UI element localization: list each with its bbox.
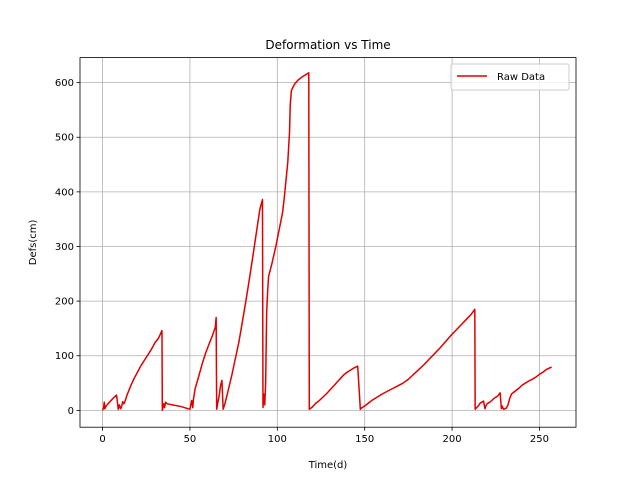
x-tick-label: 200 [443, 434, 462, 445]
x-tick-label: 250 [530, 434, 549, 445]
axes-frame [79, 57, 577, 428]
x-tick-label: 100 [268, 434, 287, 445]
y-axis-label: Defs(cm) [28, 219, 39, 265]
y-tick-label: 200 [55, 297, 74, 308]
legend-label: Raw Data [497, 72, 545, 83]
y-tick-label: 0 [68, 406, 74, 417]
x-axis-ticks: 0 50 100 150 200 250 [99, 427, 549, 445]
chart-title: Deformation vs Time [265, 38, 390, 52]
x-tick-label: 50 [184, 434, 197, 445]
legend-box [450, 63, 570, 91]
legend: Raw Data [450, 63, 570, 91]
y-axis-ticks: 0 100 200 300 400 500 600 [55, 78, 80, 417]
x-tick-label: 150 [355, 434, 374, 445]
y-tick-label: 300 [55, 242, 74, 253]
x-tick-label: 0 [99, 434, 105, 445]
y-tick-label: 400 [55, 187, 74, 198]
y-tick-label: 600 [55, 78, 74, 89]
series-line-raw-data [101, 72, 552, 412]
y-tick-label: 500 [55, 133, 74, 144]
plot-area [101, 72, 552, 412]
y-tick-label: 100 [55, 351, 74, 362]
x-axis-label: Time(d) [308, 460, 348, 471]
